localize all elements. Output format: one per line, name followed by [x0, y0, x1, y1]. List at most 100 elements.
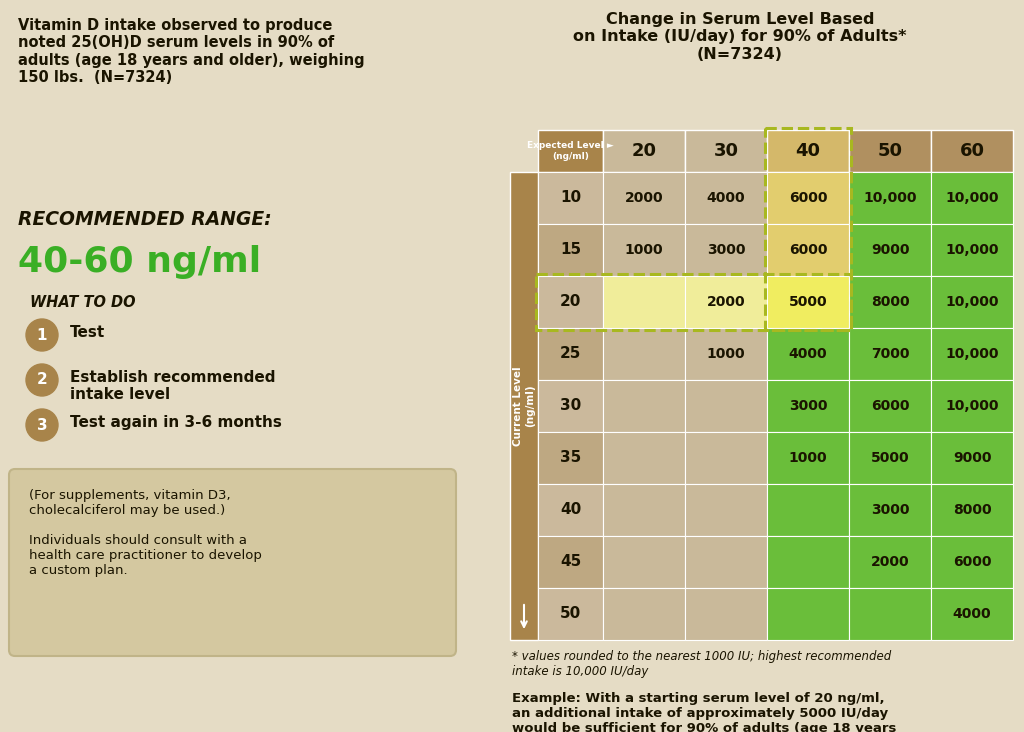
Text: 30: 30 [560, 398, 582, 414]
Text: 8000: 8000 [952, 503, 991, 517]
Text: 15: 15 [560, 242, 581, 258]
FancyBboxPatch shape [9, 469, 456, 656]
Text: 1: 1 [37, 327, 47, 343]
Text: 4000: 4000 [707, 191, 745, 205]
Text: 7000: 7000 [870, 347, 909, 361]
Bar [767, 484, 849, 536]
Text: 6000: 6000 [788, 191, 827, 205]
Text: 60: 60 [959, 142, 984, 160]
Bar [767, 276, 849, 328]
Bar [765, 128, 851, 330]
Text: 30: 30 [714, 142, 738, 160]
Bar [685, 380, 767, 432]
Bar [603, 536, 685, 588]
Text: 40: 40 [560, 502, 582, 518]
Circle shape [26, 364, 58, 396]
Bar [849, 224, 931, 276]
Text: 3000: 3000 [870, 503, 909, 517]
Text: 40-60 ng/ml: 40-60 ng/ml [18, 245, 261, 279]
Bar [767, 588, 849, 640]
Bar [931, 380, 1013, 432]
Circle shape [26, 409, 58, 441]
Bar [685, 224, 767, 276]
Bar [685, 328, 767, 380]
Bar [603, 432, 685, 484]
Text: 20: 20 [560, 294, 582, 310]
Bar [685, 484, 767, 536]
Bar [849, 130, 931, 172]
Bar [603, 172, 685, 224]
Bar [538, 130, 603, 172]
Circle shape [26, 319, 58, 351]
Text: 10,000: 10,000 [863, 191, 916, 205]
Bar [685, 588, 767, 640]
Bar [767, 328, 849, 380]
Text: 4000: 4000 [788, 347, 827, 361]
Bar [849, 536, 931, 588]
Bar [931, 588, 1013, 640]
Text: Establish recommended
intake level: Establish recommended intake level [70, 370, 275, 403]
Bar [849, 172, 931, 224]
Bar [685, 130, 767, 172]
Bar [538, 432, 603, 484]
Bar [931, 536, 1013, 588]
Bar [767, 130, 849, 172]
Bar [849, 380, 931, 432]
Bar [510, 172, 538, 640]
Text: 1000: 1000 [707, 347, 745, 361]
Text: WHAT TO DO: WHAT TO DO [30, 295, 135, 310]
Text: 35: 35 [560, 450, 582, 466]
Text: 20: 20 [632, 142, 656, 160]
Text: 9000: 9000 [952, 451, 991, 465]
Bar [931, 130, 1013, 172]
Bar [767, 432, 849, 484]
Bar [931, 484, 1013, 536]
Text: Test: Test [70, 325, 105, 340]
Bar [767, 172, 849, 224]
Text: 2000: 2000 [707, 295, 745, 309]
Bar [536, 274, 851, 330]
Text: 10,000: 10,000 [945, 399, 998, 413]
Text: 9000: 9000 [870, 243, 909, 257]
Bar [849, 328, 931, 380]
Bar [685, 536, 767, 588]
Text: 5000: 5000 [870, 451, 909, 465]
Bar [603, 484, 685, 536]
Bar [603, 224, 685, 276]
Bar [931, 224, 1013, 276]
Bar [538, 484, 603, 536]
Text: 6000: 6000 [788, 243, 827, 257]
Text: 10,000: 10,000 [945, 295, 998, 309]
Text: 45: 45 [560, 555, 582, 569]
Text: 3000: 3000 [707, 243, 745, 257]
Bar [538, 380, 603, 432]
Bar [538, 588, 603, 640]
Text: 3000: 3000 [788, 399, 827, 413]
Text: Change in Serum Level Based
on Intake (IU/day) for 90% of Adults*
(N=7324): Change in Serum Level Based on Intake (I… [573, 12, 906, 61]
Text: Test again in 3-6 months: Test again in 3-6 months [70, 415, 282, 430]
Text: 5000: 5000 [788, 295, 827, 309]
Text: (For supplements, vitamin D3,
cholecalciferol may be used.)

Individuals should : (For supplements, vitamin D3, cholecalci… [29, 489, 262, 577]
Text: 2000: 2000 [625, 191, 664, 205]
Text: 50: 50 [560, 607, 582, 621]
Bar [538, 224, 603, 276]
Text: RECOMMENDED RANGE:: RECOMMENDED RANGE: [18, 210, 271, 229]
Bar [603, 380, 685, 432]
Text: 10,000: 10,000 [945, 191, 998, 205]
Text: 3: 3 [37, 417, 47, 433]
Bar [931, 328, 1013, 380]
Text: Example: With a starting serum level of 20 ng/ml,
an additional intake of approx: Example: With a starting serum level of … [512, 692, 896, 732]
Bar [538, 536, 603, 588]
Text: 2000: 2000 [870, 555, 909, 569]
Text: 10,000: 10,000 [945, 347, 998, 361]
Bar [603, 276, 685, 328]
Text: 1000: 1000 [788, 451, 827, 465]
Text: Vitamin D intake observed to produce
noted 25(OH)D serum levels in 90% of
adults: Vitamin D intake observed to produce not… [18, 18, 365, 85]
Text: 25: 25 [560, 346, 582, 362]
Bar [931, 172, 1013, 224]
Bar [603, 328, 685, 380]
Bar [767, 380, 849, 432]
Bar [538, 172, 603, 224]
Text: 50: 50 [878, 142, 902, 160]
Text: Current Level
(ng/ml): Current Level (ng/ml) [513, 366, 535, 446]
